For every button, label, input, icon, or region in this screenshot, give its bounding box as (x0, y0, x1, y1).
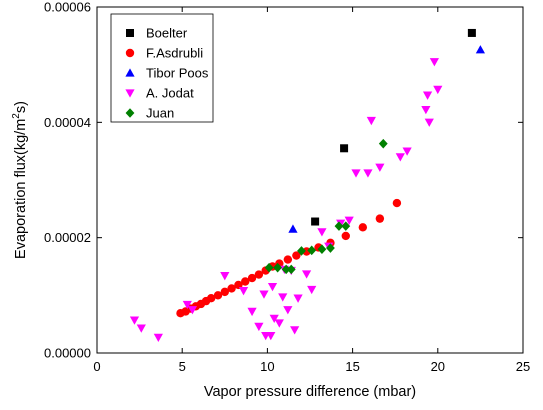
axis-ticks (96, 6, 524, 354)
a-jodat-point (375, 163, 385, 172)
juan-point (307, 245, 317, 256)
legend-marker-juan (125, 108, 135, 118)
legend-marker-boelter (126, 29, 134, 37)
a-jodat-point (366, 116, 376, 126)
a-jodat-point (344, 216, 354, 225)
legend-marker-a-jodat (125, 89, 135, 98)
f-asdrubli-point (254, 270, 264, 279)
tibor-poos-point (288, 224, 298, 233)
a-jodat-point (153, 333, 163, 343)
a-jodat-point (259, 290, 269, 299)
juan-point (286, 264, 296, 275)
y-tick-labels: 0.00000 0.00002 0.00004 0.00006 (44, 0, 91, 361)
f-asdrubli-point (341, 231, 350, 241)
f-asdrubli-point (375, 214, 385, 223)
a-jodat-point (136, 324, 146, 333)
a-jodat-point (402, 147, 412, 156)
data-points (129, 28, 485, 343)
juan-point (326, 243, 335, 253)
a-jodat-point (395, 153, 405, 162)
x-tick-label: 10 (260, 359, 274, 374)
a-jodat-point (301, 270, 312, 279)
y-axis-title-suffix: s) (13, 101, 29, 113)
a-jodat-point (433, 85, 443, 95)
a-jodat-point (220, 272, 230, 281)
a-jodat-point (129, 316, 140, 325)
a-jodat-point (422, 91, 433, 100)
juan-point (264, 262, 274, 273)
a-jodat-point (267, 283, 278, 292)
y-axis-title: Evaporation flux(kg/m2s) (11, 101, 29, 259)
f-asdrubli-point (213, 291, 223, 300)
f-asdrubli-point (358, 223, 368, 232)
a-jodat-point (266, 332, 276, 341)
a-jodat-point (278, 293, 288, 302)
a-jodat-point (269, 314, 279, 323)
f-asdrubli-point (227, 284, 236, 293)
a-jodat-point (247, 307, 257, 317)
a-jodat-point (283, 306, 293, 315)
legend-marker-f-asdrubli (125, 48, 135, 58)
a-jodat-point (421, 105, 431, 115)
x-tick-label: 5 (179, 359, 186, 374)
y-tick-label: 0.00004 (44, 115, 91, 130)
f-asdrubli-point (241, 277, 250, 286)
a-jodat-point (429, 58, 439, 67)
boelter-point (467, 28, 476, 37)
a-jodat-point (293, 294, 303, 303)
f-asdrubli-point (292, 251, 301, 260)
a-jodat-point (307, 285, 317, 295)
a-jodat-point (424, 118, 434, 127)
y-axis-title-main: Evaporation flux(kg/m (13, 119, 29, 259)
f-asdrubli-point (392, 198, 402, 208)
legend: Boelter F.Asdrubli Tibor Poos A. Jodat Juan (110, 13, 214, 123)
a-jodat-point (274, 319, 284, 328)
juan-point (317, 244, 327, 254)
a-jodat-point (290, 326, 300, 335)
f-asdrubli-point (220, 287, 229, 297)
x-tick-label: 0 (93, 359, 100, 374)
legend-label-tibor-poos: Tibor Poos (146, 66, 209, 81)
a-jodat-point (238, 287, 249, 296)
legend-marker-tibor-poos (125, 68, 135, 77)
boelter-point (340, 144, 349, 153)
f-asdrubli-point (206, 294, 216, 303)
x-tick-label: 15 (345, 359, 359, 374)
y-axis-title-superscript: 2 (11, 113, 22, 119)
a-jodat-point (187, 306, 198, 315)
y-tick-label: 0.00002 (44, 230, 91, 245)
legend-label-a-jodat: A. Jodat (146, 86, 194, 101)
y-tick-label: 0.00006 (44, 0, 91, 15)
x-tick-labels: 0 5 10 15 20 25 (93, 359, 530, 374)
tibor-poos-point (475, 45, 485, 54)
juan-point (297, 246, 306, 256)
f-asdrubli-point (283, 255, 293, 264)
x-tick-label: 20 (431, 359, 445, 374)
f-asdrubli-point (247, 273, 257, 283)
a-jodat-point (351, 169, 361, 178)
a-jodat-point (317, 228, 327, 237)
juan-point (334, 221, 344, 231)
legend-label-f-asdrubli: F.Asdrubli (146, 46, 203, 61)
juan-point (378, 138, 388, 149)
plot-area-frame (96, 6, 524, 354)
juan-point (341, 221, 351, 231)
a-jodat-point (363, 169, 373, 178)
boelter-point (311, 217, 320, 226)
juan-point (281, 264, 291, 275)
x-tick-label: 25 (516, 359, 530, 374)
legend-label-boelter: Boelter (146, 26, 188, 41)
juan-point (273, 262, 283, 273)
a-jodat-point (182, 300, 192, 310)
legend-label-juan: Juan (146, 106, 174, 121)
x-axis-title: Vapor pressure difference (mbar) (204, 384, 416, 400)
y-tick-label: 0.00000 (44, 346, 91, 361)
a-jodat-point (254, 322, 264, 332)
